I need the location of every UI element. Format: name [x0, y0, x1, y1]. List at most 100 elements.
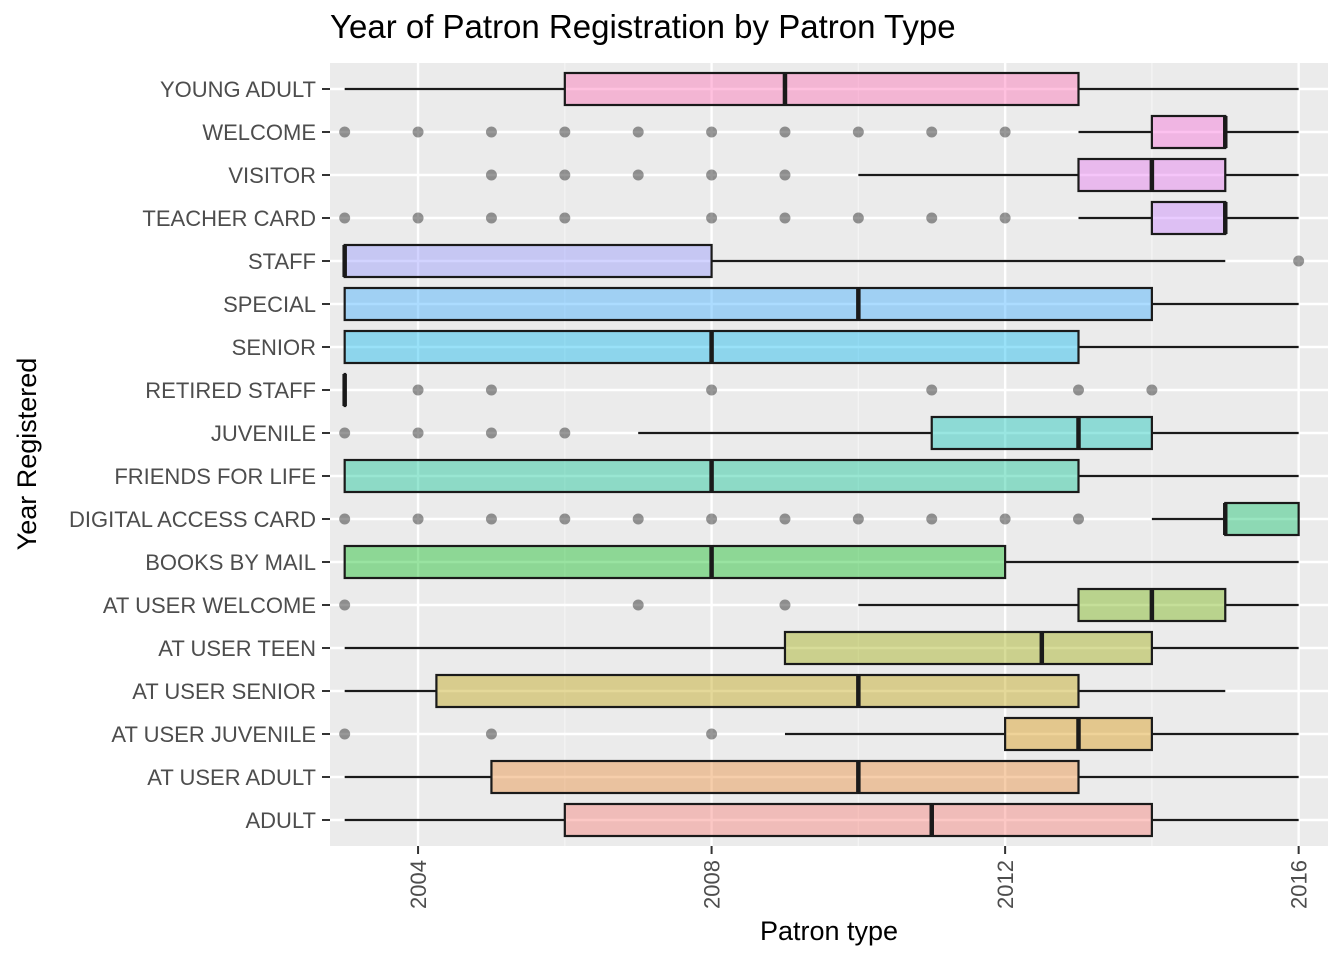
- outlier-point: [779, 169, 791, 181]
- outlier-point: [559, 212, 571, 224]
- y-tick-label: SPECIAL: [223, 292, 316, 317]
- outlier-point: [485, 384, 497, 396]
- outlier-point: [339, 513, 351, 525]
- box-group: [343, 329, 1299, 365]
- box-series: [339, 71, 1305, 838]
- y-tick-label: RETIRED STAFF: [145, 378, 316, 403]
- outlier-point: [779, 513, 791, 525]
- y-tick-label: DIGITAL ACCESS CARD: [69, 507, 316, 532]
- y-tick-label: AT USER WELCOME: [103, 593, 316, 618]
- x-tick-labels: 2004 2008 2012 2016: [406, 846, 1312, 909]
- y-tick-label: SENIOR: [232, 335, 316, 360]
- box-group: [342, 243, 1305, 279]
- outlier-point: [926, 513, 938, 525]
- outlier-point: [412, 427, 424, 439]
- plot-panel: [330, 63, 1328, 846]
- outlier-point: [412, 384, 424, 396]
- box-group: [343, 286, 1299, 322]
- outlier-point: [559, 126, 571, 138]
- outlier-point: [339, 126, 351, 138]
- outlier-point: [412, 513, 424, 525]
- box-iqr: [343, 243, 713, 279]
- x-tick-label: 2016: [1287, 860, 1312, 909]
- box-group: [339, 114, 1299, 150]
- box-group: [343, 458, 1299, 494]
- outlier-point: [852, 513, 864, 525]
- box-group: [339, 200, 1299, 236]
- outlier-point: [706, 384, 718, 396]
- box-group: [344, 802, 1299, 838]
- outlier-point: [339, 427, 351, 439]
- outlier-point: [926, 126, 938, 138]
- box-iqr: [435, 673, 1080, 709]
- outlier-point: [485, 427, 497, 439]
- y-tick-label: FRIENDS FOR LIFE: [114, 464, 316, 489]
- outlier-point: [706, 126, 718, 138]
- box-iqr: [1150, 200, 1227, 236]
- outlier-point: [852, 212, 864, 224]
- x-tick-label: 2012: [993, 860, 1018, 909]
- y-tick-label: STAFF: [248, 249, 316, 274]
- outlier-point: [926, 384, 938, 396]
- outlier-point: [852, 126, 864, 138]
- outlier-point: [999, 212, 1011, 224]
- box-iqr: [783, 630, 1153, 666]
- y-tick-label: WELCOME: [202, 120, 316, 145]
- outlier-point: [559, 513, 571, 525]
- outlier-point: [632, 513, 644, 525]
- outlier-point: [412, 126, 424, 138]
- y-tick-label: YOUNG ADULT: [160, 77, 316, 102]
- outlier-point: [999, 126, 1011, 138]
- y-tick-label: BOOKS BY MAIL: [145, 550, 316, 575]
- outlier-point: [485, 126, 497, 138]
- box-iqr: [1224, 501, 1300, 537]
- y-tick-label: AT USER TEEN: [158, 636, 316, 661]
- outlier-point: [779, 126, 791, 138]
- box-iqr: [343, 286, 1153, 322]
- box-iqr: [563, 802, 1153, 838]
- box-group: [339, 501, 1300, 537]
- box-group: [344, 630, 1299, 666]
- y-tick-label: AT USER JUVENILE: [111, 722, 316, 747]
- y-tick-label: JUVENILE: [211, 421, 316, 446]
- box-group: [339, 415, 1299, 451]
- outlier-point: [779, 212, 791, 224]
- y-tick-labels: ADULT AT USER ADULT AT USER JUVENILE AT USE…: [69, 77, 330, 833]
- x-tick-label: 2004: [406, 860, 431, 909]
- box-iqr: [1150, 114, 1227, 150]
- outlier-point: [1073, 384, 1084, 396]
- box-group: [339, 716, 1299, 752]
- x-tick-label: 2008: [700, 860, 725, 909]
- outlier-point: [339, 212, 351, 224]
- box-iqr: [563, 71, 1080, 107]
- box-group: [339, 587, 1299, 623]
- box-group: [344, 71, 1299, 107]
- outlier-point: [1146, 384, 1158, 396]
- outlier-point: [485, 212, 497, 224]
- box-group: [344, 759, 1299, 795]
- box-group: [342, 372, 1158, 408]
- outlier-point: [559, 427, 571, 439]
- y-tick-label: AT USER SENIOR: [132, 679, 316, 704]
- y-tick-label: TEACHER CARD: [142, 206, 316, 231]
- chart-title: Year of Patron Registration by Patron Ty…: [330, 8, 956, 45]
- outlier-point: [339, 599, 351, 611]
- outlier-point: [779, 599, 791, 611]
- box-iqr: [490, 759, 1080, 795]
- box-group: [343, 544, 1299, 580]
- outlier-point: [559, 169, 571, 181]
- box-group: [344, 673, 1226, 709]
- outlier-point: [412, 212, 424, 224]
- x-axis-title: Patron type: [760, 916, 898, 946]
- y-tick-label: AT USER ADULT: [147, 765, 316, 790]
- y-tick-label: VISITOR: [228, 163, 316, 188]
- box-iqr: [930, 415, 1153, 451]
- outlier-point: [999, 513, 1011, 525]
- outlier-point: [1293, 255, 1305, 267]
- y-axis-title: Year Registered: [12, 358, 42, 551]
- outlier-point: [706, 169, 718, 181]
- outlier-point: [485, 169, 497, 181]
- outlier-point: [632, 599, 644, 611]
- outlier-point: [339, 728, 351, 740]
